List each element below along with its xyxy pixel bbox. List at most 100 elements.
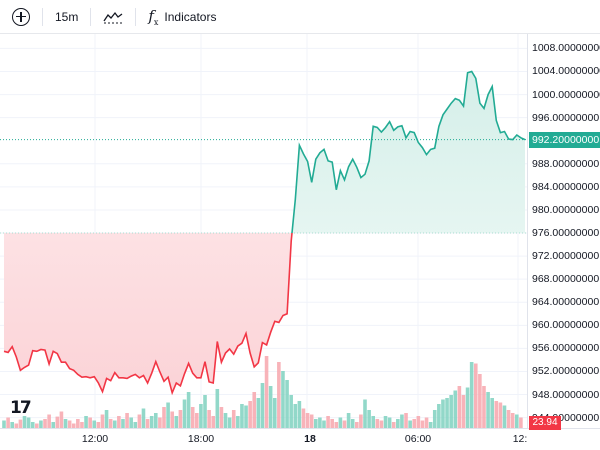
volume-bar	[30, 422, 35, 428]
volume-bar	[248, 401, 252, 428]
volume-bar	[236, 416, 240, 428]
volume-bar	[108, 419, 113, 428]
volume-bar	[43, 419, 47, 428]
time-tick-label: 06:00	[404, 433, 432, 445]
chart-toolbar: 15m fx Indicators	[0, 0, 600, 34]
volume-bar	[268, 386, 273, 428]
indicators-label: Indicators	[164, 9, 217, 24]
volume-bar	[178, 410, 183, 428]
volume-bar	[133, 422, 138, 428]
volume-bar	[375, 419, 380, 428]
volume-bar	[174, 416, 179, 428]
volume-bar	[182, 399, 187, 428]
volume-bar	[67, 420, 72, 428]
plus-circle-icon	[12, 7, 30, 26]
volume-bar	[338, 417, 343, 428]
volume-bar	[256, 398, 261, 428]
volume-bar	[281, 371, 285, 428]
volume-bar	[104, 410, 109, 428]
volume-bar	[18, 419, 23, 428]
volume-bar	[322, 420, 326, 428]
volume-bar	[211, 416, 216, 428]
volume-bar	[412, 419, 417, 428]
volume-bar	[166, 402, 170, 428]
price-chart[interactable]	[0, 34, 527, 428]
volume-bar	[391, 422, 396, 428]
volume-bar	[457, 386, 462, 428]
volume-bar	[342, 420, 347, 428]
volume-bar	[441, 399, 445, 428]
volume-bar	[297, 401, 302, 428]
volume-bar	[449, 395, 453, 428]
volume-bar	[137, 414, 142, 428]
volume-bar	[486, 392, 490, 428]
volume-bar	[129, 417, 133, 428]
volume-bar	[498, 402, 503, 428]
volume-bar	[112, 420, 117, 428]
volume-bar	[478, 374, 482, 428]
volume-bar	[404, 413, 408, 428]
price-tick-label: 976.00000000	[532, 227, 600, 240]
volume-bar	[145, 419, 150, 428]
current-price-label: 992.20000000	[529, 131, 600, 148]
tradingview-logo[interactable]: 17	[10, 398, 32, 418]
volume-bar	[195, 413, 199, 428]
volume-bar	[490, 398, 494, 428]
interval-label: 15m	[55, 9, 79, 24]
volume-bar	[39, 420, 43, 428]
volume-bar	[465, 387, 470, 428]
volume-bar	[170, 411, 174, 428]
volume-bar	[51, 422, 56, 428]
volume-bar	[35, 423, 39, 428]
indicators-button[interactable]: fx Indicators	[142, 4, 222, 30]
volume-bar	[469, 362, 474, 428]
time-axis[interactable]	[0, 428, 600, 450]
time-tick-label: 12:	[512, 433, 528, 445]
volume-bar	[14, 423, 19, 428]
volume-bar	[326, 416, 330, 428]
volume-bar	[199, 404, 203, 428]
volume-bar	[293, 404, 298, 428]
volume-bar	[240, 404, 244, 428]
volume-bar	[80, 422, 84, 428]
volume-bar	[367, 410, 371, 428]
volume-bar	[334, 422, 339, 428]
price-tick-label: 964.00000000	[532, 296, 600, 309]
volume-bar	[428, 422, 433, 428]
interval-button[interactable]: 15m	[49, 4, 84, 30]
time-tick-label: 18:00	[187, 433, 215, 445]
price-tick-label: 972.00000000	[532, 250, 600, 263]
price-tick-label: 996.00000000	[532, 111, 600, 124]
price-tick-label: 1004.00000000	[532, 65, 600, 78]
volume-bar	[2, 420, 6, 428]
price-axis[interactable]	[527, 34, 600, 428]
volume-bar	[371, 416, 376, 428]
volume-bar	[387, 417, 392, 428]
volume-bar	[244, 405, 248, 428]
toolbar-divider	[42, 7, 43, 26]
volume-value-label: 23.94	[529, 416, 561, 430]
volume-bar	[92, 420, 97, 428]
price-tick-label: 1008.00000000	[532, 42, 600, 55]
volume-bar	[149, 416, 154, 428]
volume-bar	[285, 380, 289, 428]
price-tick-label: 1000.00000000	[532, 88, 600, 101]
volume-bar	[55, 416, 60, 428]
volume-bar	[227, 417, 232, 428]
price-tick-label: 988.00000000	[532, 157, 600, 170]
add-symbol-button[interactable]	[6, 4, 36, 30]
chart-type-button[interactable]	[97, 4, 129, 30]
price-line-down	[3, 233, 293, 396]
volume-bar	[330, 419, 334, 428]
volume-bar	[346, 413, 351, 428]
toolbar-divider	[90, 7, 92, 26]
volume-bar	[350, 419, 355, 428]
volume-bar	[514, 414, 519, 428]
volume-bar	[153, 413, 158, 428]
volume-bar	[272, 398, 277, 428]
volume-bar	[277, 362, 281, 428]
area-fill-up	[4, 71, 525, 234]
volume-bar	[76, 419, 80, 428]
volume-bar	[121, 419, 125, 428]
volume-bar	[494, 401, 499, 428]
